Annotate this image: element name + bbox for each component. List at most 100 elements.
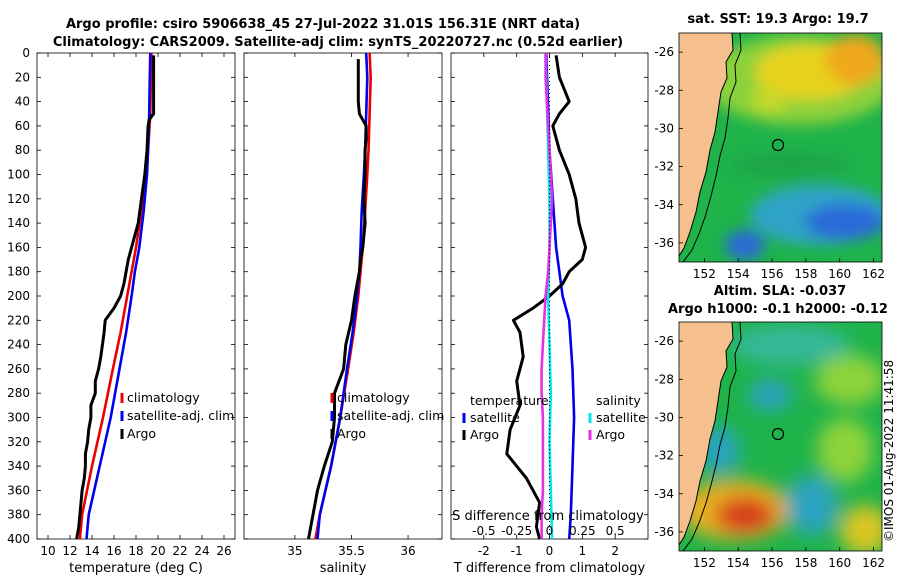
salinity_panel-xtick-label: 35.5 — [338, 544, 365, 558]
depth-tick-label: 320 — [7, 435, 30, 449]
temperature_panel-xtick-label: 12 — [62, 544, 77, 558]
temperature_panel-xtick-label: 16 — [106, 544, 121, 558]
sst_map-lat-label: -32 — [654, 160, 674, 174]
salinity-panel: 35 35.5 36 salinity climatology satellite-adj… — [243, 52, 444, 576]
sla_map-lat-label: -28 — [654, 372, 674, 386]
salinity_panel-xtick-label: 35 — [287, 544, 302, 558]
depth-tick-label: 360 — [7, 483, 30, 497]
depth-tick-label: 140 — [7, 216, 30, 230]
salinity_panel-legend-label: satellite-adj. clim — [337, 408, 444, 423]
depth-tick-label: 340 — [7, 459, 30, 473]
temperature_panel-xlabel: temperature (deg C) — [69, 561, 203, 576]
salinity-legend-label: Argo — [596, 427, 625, 442]
sla-low-north — [730, 325, 850, 365]
sla-peak-south — [715, 497, 775, 533]
difference_panel-xtick-label: 2 — [611, 544, 619, 558]
sla-shelf-contour — [682, 322, 742, 551]
difference_panel-xtick-label: 1 — [579, 544, 587, 558]
sst_map-lat-label: -30 — [654, 121, 674, 135]
sla-map-frame — [678, 321, 883, 552]
sla-coastline — [679, 322, 734, 546]
depth-tick-label: 120 — [7, 192, 30, 206]
depth-tick-label: 180 — [7, 265, 30, 279]
sst-warm-core2 — [825, 35, 882, 85]
sla-map — [679, 322, 882, 551]
temperature_panel-xtick-label: 10 — [40, 544, 55, 558]
temperature-legend-title: temperature — [470, 393, 549, 408]
sst_map-lon-label: 162 — [862, 267, 885, 281]
sla-map-title-line1: Altim. SLA: -0.037 — [714, 284, 846, 299]
difference-panel: -2 -1 0 1 2 T difference from climatology S di… — [450, 52, 649, 576]
depth-tick-label: 300 — [7, 411, 30, 425]
temperature-legend-label: Argo — [470, 427, 499, 442]
temperature_panel-series-argo — [75, 55, 156, 540]
sst_map-lat-label: -36 — [654, 236, 674, 250]
depth-tick-label: 0 — [22, 46, 30, 60]
salinity_panel-frame — [243, 52, 443, 540]
difference_panel-series-temperature-argo — [505, 55, 588, 540]
sst-cool-core — [805, 204, 882, 240]
depth-tick-label: 200 — [7, 289, 30, 303]
salinity-diff-tick-label: -0.5 — [472, 524, 495, 538]
sst-profile-marker — [771, 138, 785, 152]
salinity-diff-tick-label: 0.5 — [606, 524, 625, 538]
depth-tick-label: 220 — [7, 313, 30, 327]
sst-warm-spot — [752, 88, 788, 112]
sst-mid-band — [730, 151, 850, 179]
salinity-diff-axis-label: S difference from climatology — [452, 509, 644, 524]
temperature_panel-legend-label: satellite-adj. clim — [127, 408, 234, 423]
sst-coastline — [679, 33, 734, 257]
depth-tick-label: 240 — [7, 338, 30, 352]
sla-high-ne — [815, 355, 882, 405]
salinity_panel-xtick-label: 36 — [400, 544, 415, 558]
sla_map-lat-label: -32 — [654, 449, 674, 463]
temperature_panel-xtick-label: 24 — [194, 544, 209, 558]
sst_map-lon-label: 154 — [727, 267, 750, 281]
sst-land — [679, 33, 733, 256]
depth-tick-label: 160 — [7, 240, 30, 254]
sla-high-se — [840, 505, 882, 551]
difference_panel-xtick-label: -1 — [511, 544, 523, 558]
salinity-diff-tick-label: 0 — [546, 524, 554, 538]
difference_panel-xlabel: T difference from climatology — [453, 561, 646, 576]
depth-tick-label: 380 — [7, 508, 30, 522]
sst_map-lon-label: 158 — [794, 267, 817, 281]
depth-tick-label: 280 — [7, 386, 30, 400]
temperature_panel-legend-label: climatology — [127, 390, 200, 405]
sst_map-lat-label: -26 — [654, 45, 674, 59]
salinity_panel-legend-label: climatology — [337, 390, 410, 405]
depth-tick-label: 60 — [15, 119, 30, 133]
sla_map-lat-label: -34 — [654, 487, 674, 501]
sst-map-title: sat. SST: 19.3 Argo: 19.7 — [687, 12, 868, 27]
salinity_panel-legend-label: Argo — [337, 426, 366, 441]
sst-shelf-contour — [682, 33, 742, 262]
sla-low-center — [748, 379, 792, 411]
difference_panel-xtick-label: -2 — [478, 544, 490, 558]
depth-tick-label: 20 — [15, 70, 30, 84]
depth-tick-label: 40 — [15, 95, 30, 109]
sla-land — [679, 322, 733, 545]
temperature_panel-xtick-label: 22 — [172, 544, 187, 558]
salinity-legend-label: satellite — [596, 410, 646, 425]
sla-profile-marker — [771, 427, 785, 441]
sla_map-lon-label: 154 — [727, 556, 750, 570]
depth-tick-label: 100 — [7, 168, 30, 182]
sst_map-lat-label: -28 — [654, 83, 674, 97]
salinity-diff-tick-label: 0.25 — [569, 524, 596, 538]
sst-map-axes: 152 154 156 158 160 162 -26 -28 -30 -32 -34 -36 — [654, 45, 885, 281]
sst-map-frame — [678, 32, 883, 263]
difference_panel-series-salinity-argo — [540, 53, 554, 539]
temperature-panel: 0 20 40 60 80 100 120 140 160 180 200 220 240 260 280 3… — [7, 46, 236, 576]
temperature_panel-xtick-label: 26 — [216, 544, 231, 558]
salinity-diff-tick-label: -0.25 — [501, 524, 532, 538]
sla_map-lon-label: 152 — [693, 556, 716, 570]
temperature_panel-xtick-label: 14 — [84, 544, 99, 558]
sla_map-lon-label: 162 — [862, 556, 885, 570]
sla_map-lon-label: 156 — [761, 556, 784, 570]
sst_map-lon-label: 160 — [828, 267, 851, 281]
salinity_panel-xlabel: salinity — [320, 561, 367, 576]
sst-cool-sw — [725, 230, 765, 260]
temperature_panel-xtick-label: 20 — [150, 544, 165, 558]
imos-watermark: ©IMOS 01-Aug-2022 11:41:58 — [882, 360, 896, 542]
